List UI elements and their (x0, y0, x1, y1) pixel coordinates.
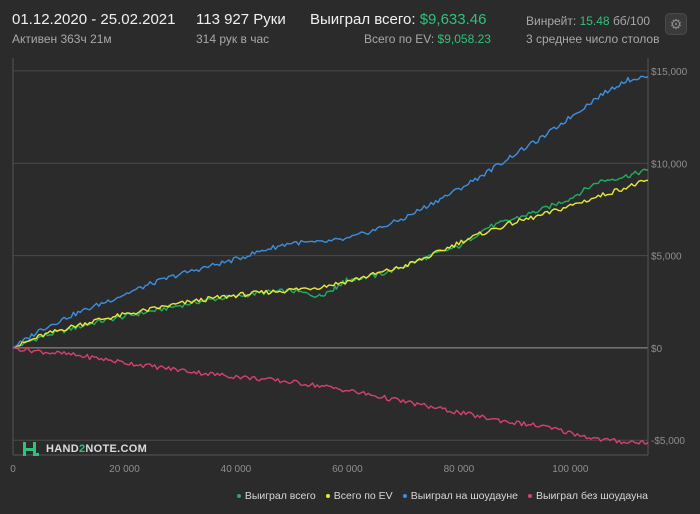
hand2note-logo: HAND2NOTE.COM (22, 440, 147, 458)
x-tick-label: 80 000 (444, 464, 475, 475)
legend-label: Выиграл без шоудауна (536, 490, 648, 502)
x-tick-label: 60 000 (332, 464, 363, 475)
ev-total-value: $9,058.23 (437, 32, 491, 46)
hands-count: 113 927 Руки (196, 11, 286, 28)
winrate-suffix: бб/100 (612, 14, 651, 28)
ev-total: Всего по EV: $9,058.23 (364, 32, 491, 46)
series-line (12, 168, 649, 349)
y-tick-label: $10,000 (651, 159, 688, 170)
avg-tables: 3 среднее число столов (526, 32, 660, 46)
won-total-label: Выиграл всего: (310, 11, 416, 28)
ev-total-label: Всего по EV: (364, 32, 435, 46)
won-total: Выиграл всего: $9,633.46 (310, 11, 486, 28)
chart-axes: -$5,000 $0 $5,000 $10,000 $15,000 0 20 000 40 0… (10, 58, 688, 475)
date-range[interactable]: 01.12.2020 - 25.02.2021 (12, 11, 176, 28)
results-chart: -$5,000 $0 $5,000 $10,000 $15,000 0 20 000 40 0… (10, 58, 688, 475)
legend-label: Выиграл всего (244, 490, 316, 502)
y-tick-label: $15,000 (651, 67, 688, 78)
x-tick-label: 0 (10, 464, 16, 475)
x-tick-label: 100 000 (552, 464, 589, 475)
legend-dot-icon (402, 494, 407, 498)
won-total-value: $9,633.46 (419, 11, 487, 28)
legend-dot-icon (325, 494, 330, 498)
hand2note-logo-text: HAND2NOTE.COM (46, 443, 148, 455)
legend-label: Всего по EV (333, 490, 393, 502)
hand2note-logo-icon (23, 442, 39, 456)
x-tick-label: 20 000 (109, 464, 140, 475)
chart-series (12, 75, 649, 445)
x-tick-label: 40 000 (221, 464, 252, 475)
y-tick-label: -$5,000 (651, 436, 685, 447)
active-time: Активен 363ч 21м (12, 32, 112, 46)
legend-item[interactable]: Всего по EV (325, 488, 393, 504)
legend-item[interactable]: Выиграл без шоудауна (528, 488, 648, 504)
legend-label: Выиграл на шоудауне (410, 490, 518, 502)
legend-dot-icon (236, 494, 241, 498)
legend-dot-icon (528, 494, 532, 498)
legend-item[interactable]: Выиграл всего (236, 488, 316, 504)
stats-header: 01.12.2020 - 25.02.2021 Активен 363ч 21м… (0, 0, 700, 50)
chart-legend: Выиграл всего Всего по EV Выиграл на шоуда… (0, 488, 648, 504)
y-tick-label: $5,000 (651, 252, 682, 263)
legend-item[interactable]: Выиграл на шоудауне (402, 488, 518, 504)
winrate: Винрейт: 15.48 бб/100 (526, 14, 650, 28)
chart-grid (13, 70, 648, 441)
winrate-label: Винрейт: (526, 14, 577, 28)
y-tick-label: $0 (651, 344, 663, 355)
series-line (12, 179, 649, 349)
series-line (12, 346, 649, 445)
hands-per-hour: 314 рук в час (196, 32, 270, 46)
series-line (12, 75, 649, 349)
winrate-value: 15.48 (579, 14, 610, 28)
gear-icon[interactable]: ⚙ (665, 13, 687, 35)
